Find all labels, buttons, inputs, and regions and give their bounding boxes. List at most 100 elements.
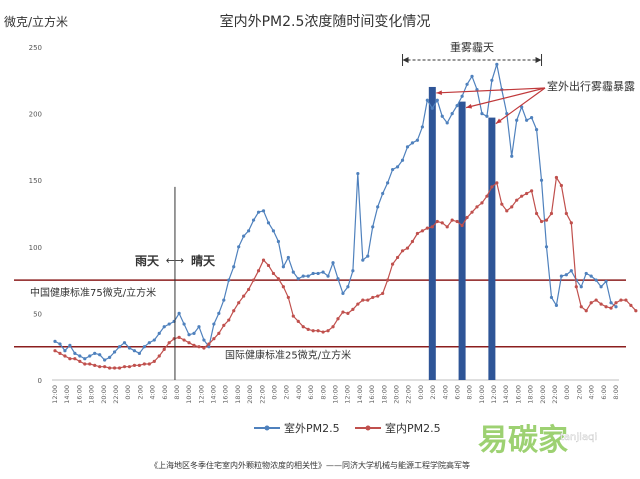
data-point — [222, 323, 226, 327]
data-point — [549, 295, 554, 300]
data-point — [341, 310, 345, 314]
x-tick-label: 8:00 — [612, 385, 620, 400]
data-point — [445, 225, 449, 229]
data-point — [281, 285, 285, 289]
sunny-label: 晴天 — [191, 253, 216, 268]
arrow-label: ←→ — [166, 254, 184, 267]
data-point — [132, 349, 137, 353]
x-tick-label: 10:00 — [332, 385, 340, 404]
data-point — [212, 322, 216, 326]
data-point — [381, 191, 385, 196]
data-point — [520, 194, 524, 198]
x-tick-label: 10:00 — [185, 385, 193, 404]
data-point — [311, 329, 315, 333]
data-point — [564, 211, 568, 216]
series-line-outdoor — [54, 64, 617, 361]
data-point — [222, 298, 226, 302]
data-point — [127, 365, 132, 369]
data-point — [415, 231, 420, 236]
data-point — [425, 98, 429, 102]
bar — [428, 86, 436, 381]
x-tick-label: 20:00 — [392, 385, 400, 404]
data-point — [108, 366, 112, 370]
data-point — [182, 322, 186, 326]
data-point — [480, 112, 484, 116]
data-point — [440, 221, 444, 225]
legend: 室外PM2.5 室内PM2.5 — [254, 421, 441, 435]
data-point — [549, 211, 554, 216]
data-point — [415, 138, 420, 142]
data-point — [182, 338, 186, 342]
data-point — [604, 305, 608, 309]
data-point — [108, 355, 112, 359]
data-point — [400, 249, 405, 253]
data-point — [465, 215, 469, 220]
data-point — [276, 277, 281, 281]
data-point — [530, 189, 534, 193]
exposure-arrow — [495, 87, 546, 125]
x-tick-label: 18:00 — [380, 385, 388, 404]
watermark-url: tanjiaqi — [560, 432, 597, 443]
data-point — [63, 349, 67, 353]
x-tick-label: 10:00 — [478, 385, 486, 404]
x-tick-label: 16:00 — [75, 385, 83, 404]
data-point — [554, 303, 559, 308]
footer-caption: 《上海地区冬季住宅室内外颗粒物浓度的相关性》——同济大学机械与能源工程学院高军等 — [150, 460, 470, 470]
data-point — [539, 178, 544, 182]
data-point — [291, 270, 295, 274]
data-point — [356, 302, 360, 306]
data-point — [162, 347, 166, 351]
x-tick-label: 6:00 — [307, 385, 315, 400]
x-tick-label: 0:00 — [417, 385, 425, 400]
data-point — [217, 331, 221, 335]
data-point — [530, 115, 534, 120]
data-point — [376, 205, 380, 209]
y-tick-label: 150 — [29, 177, 42, 185]
data-point — [544, 218, 549, 222]
x-tick-label: 18:00 — [88, 385, 96, 404]
data-point — [480, 201, 484, 205]
data-point — [390, 167, 395, 172]
x-tick-label: 12:00 — [490, 385, 498, 404]
data-point — [83, 362, 87, 366]
data-point — [232, 309, 236, 313]
x-tick-label: 22:00 — [258, 385, 266, 404]
data-point — [475, 88, 479, 92]
data-point — [93, 351, 97, 355]
data-point — [207, 345, 211, 349]
data-point — [371, 225, 375, 229]
data-point — [564, 273, 568, 277]
data-point — [430, 106, 434, 110]
data-point — [271, 229, 276, 233]
data-point — [286, 255, 290, 260]
smog-arrowhead — [402, 57, 409, 63]
data-point — [336, 317, 340, 321]
data-point — [137, 363, 141, 367]
x-tick-label: 22:00 — [112, 385, 120, 404]
data-point — [162, 325, 166, 329]
data-point — [167, 322, 171, 326]
data-point — [73, 351, 77, 355]
x-tick-label: 16:00 — [514, 385, 522, 404]
data-point — [291, 314, 295, 318]
data-point — [256, 210, 261, 214]
data-point — [450, 218, 454, 222]
data-point — [63, 354, 67, 358]
data-point — [83, 357, 87, 361]
data-point — [614, 301, 618, 305]
data-point — [390, 262, 395, 266]
x-tick-label: 20:00 — [539, 385, 547, 404]
data-point — [247, 287, 251, 292]
data-point — [127, 346, 132, 350]
data-point — [510, 205, 514, 209]
data-point — [167, 341, 171, 345]
data-point — [207, 342, 211, 346]
exposure-arrowhead — [436, 90, 442, 96]
data-point — [495, 181, 499, 185]
x-tick-label: 4:00 — [588, 385, 596, 400]
exposure-arrow — [465, 87, 546, 109]
data-point — [152, 359, 156, 363]
